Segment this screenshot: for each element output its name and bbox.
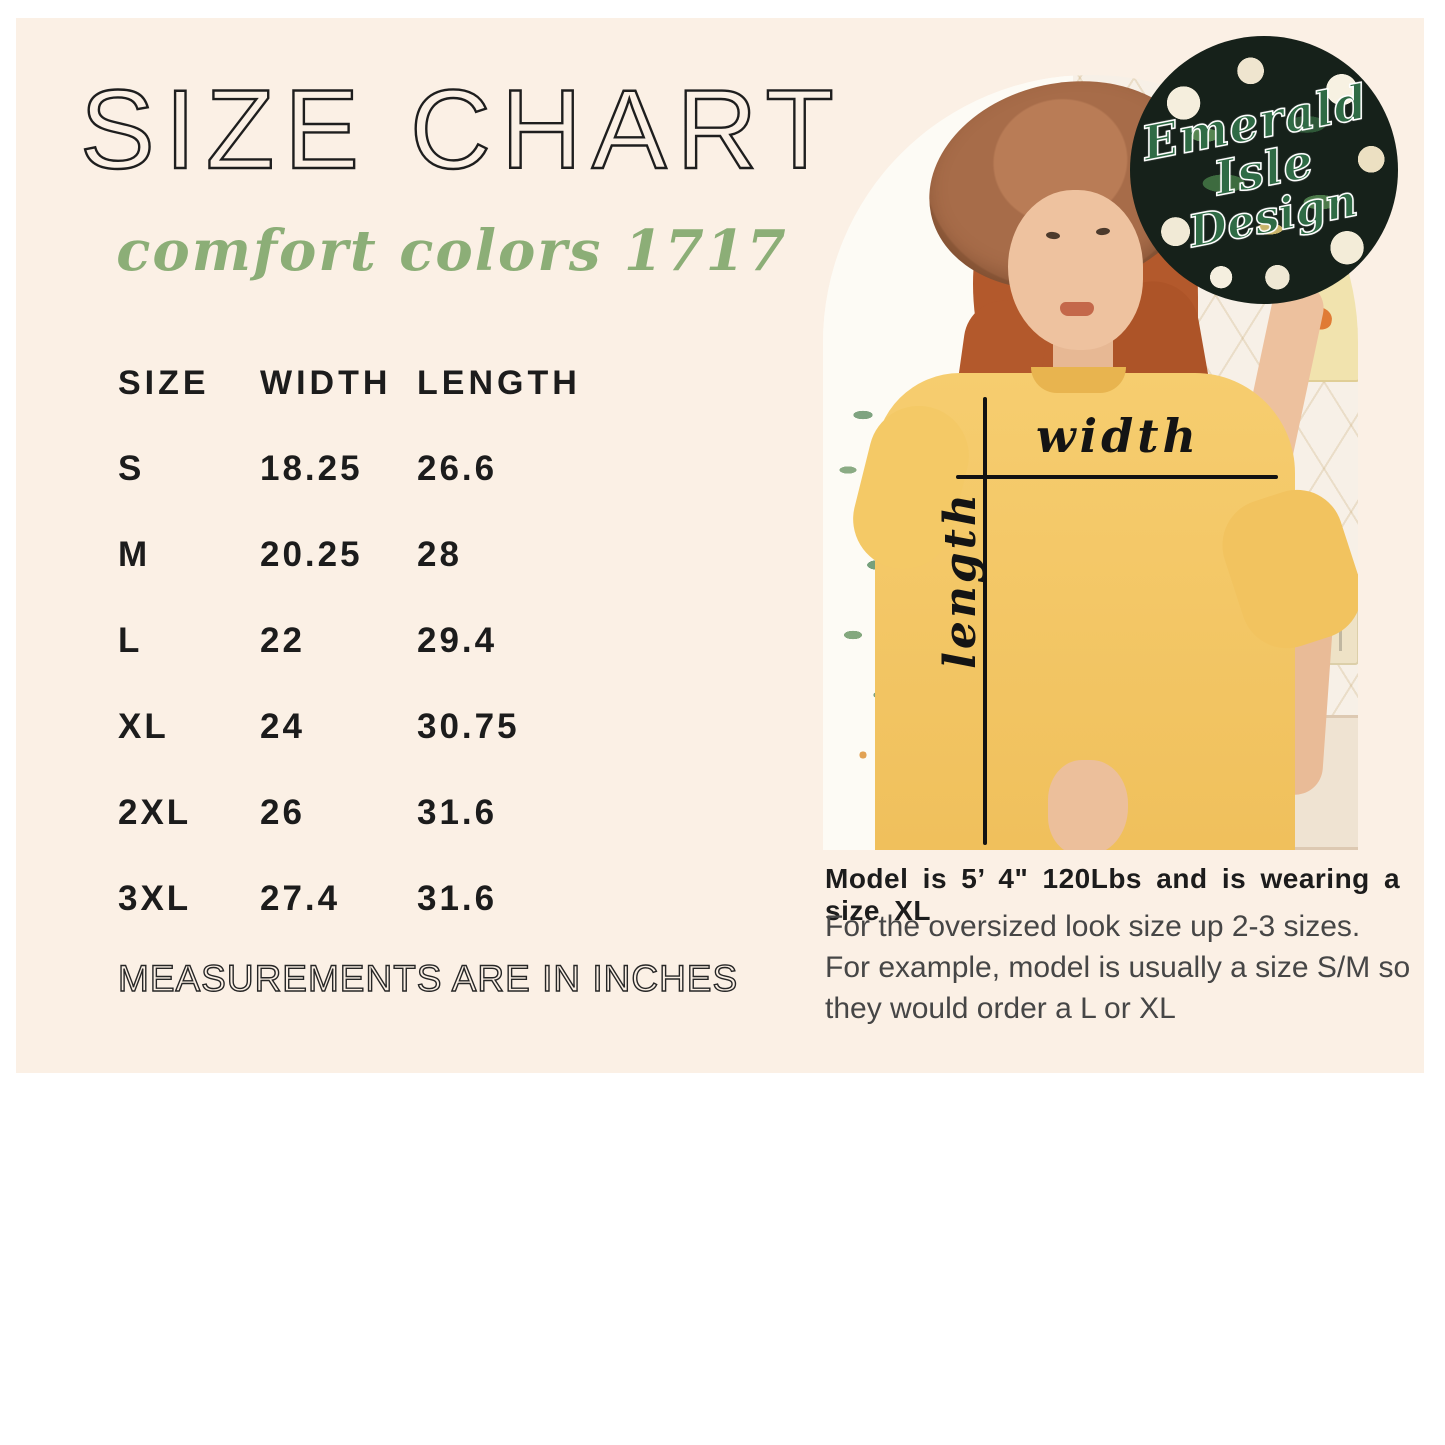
model-face: [1008, 190, 1143, 350]
size-cell: 26: [260, 793, 305, 832]
size-cell: 3XL: [118, 879, 192, 918]
size-cell: 29.4: [417, 621, 498, 660]
size-cell: S: [118, 449, 145, 488]
size-cell: 22: [260, 621, 305, 660]
size-cell: 20.25: [260, 535, 363, 574]
width-measure-line: [956, 475, 1278, 479]
size-table-header-row: SIZE WIDTH LENGTH: [118, 340, 647, 426]
column-header: LENGTH: [417, 363, 581, 402]
column-header: SIZE: [118, 363, 210, 402]
model-lips: [1060, 302, 1094, 316]
size-cell: M: [118, 535, 151, 574]
size-cell: 24: [260, 707, 305, 746]
size-table: SIZE WIDTH LENGTH S 18.25 26.6 M 20.25 28 L 22 29.…: [118, 340, 647, 942]
size-cell: 31.6: [417, 793, 498, 832]
size-cell: 27.4: [260, 879, 341, 918]
size-row: 2XL 26 31.6: [118, 770, 647, 856]
card: SIZE CHART comfort colors 1717 SIZE WIDTH…: [16, 18, 1424, 1073]
size-cell: 31.6: [417, 879, 498, 918]
model-eye-right: [1095, 227, 1111, 236]
size-cell: L: [118, 621, 143, 660]
size-table-body: S 18.25 26.6 M 20.25 28 L 22 29.4 XL 24 30.75 2XL 26 3…: [118, 426, 647, 942]
measurements-note: MEASUREMENTS ARE IN INCHES: [117, 957, 739, 999]
size-cell: 30.75: [417, 707, 520, 746]
size-cell: 2XL: [118, 793, 192, 832]
tshirt-collar: [1031, 367, 1126, 393]
size-cell: 18.25: [260, 449, 363, 488]
size-cell: 28: [417, 535, 462, 574]
model-eye-left: [1045, 231, 1061, 240]
size-row: XL 24 30.75: [118, 684, 647, 770]
size-row: L 22 29.4: [118, 598, 647, 684]
size-cell: 26.6: [417, 449, 498, 488]
size-cell: XL: [118, 707, 169, 746]
size-row: 3XL 27.4 31.6: [118, 856, 647, 942]
model-hand: [1048, 760, 1128, 850]
column-header: WIDTH: [260, 363, 392, 402]
width-annotation: width: [1036, 409, 1200, 463]
length-annotation: length: [935, 491, 986, 669]
sizing-advice-caption: For the oversized look size up 2-3 sizes…: [825, 910, 1411, 1025]
brand-name: Emerald Isle Design: [1119, 74, 1409, 266]
model-info-caption: Model is 5’ 4" 120Lbs and is wearing a s…: [825, 863, 1401, 926]
size-row: S 18.25 26.6: [118, 426, 647, 512]
brand-logo-badge: Emerald Isle Design: [1130, 36, 1398, 304]
page-title: SIZE CHART: [79, 67, 844, 192]
subtitle-comfort-colors: comfort colors 1717: [116, 218, 788, 284]
size-row: M 20.25 28: [118, 512, 647, 598]
length-measure-line: [983, 397, 987, 845]
